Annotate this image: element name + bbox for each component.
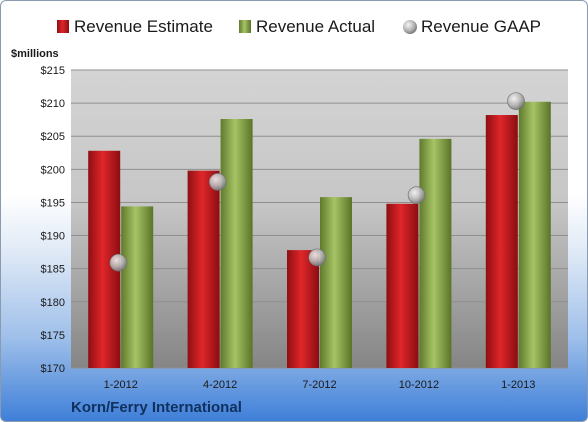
- bars: [88, 101, 551, 368]
- legend-label-estimate: Revenue Estimate: [74, 17, 213, 36]
- legend-swatch-actual: [239, 20, 251, 33]
- y-tick-label: $185: [41, 264, 65, 276]
- bar-revenue-estimate: [287, 250, 319, 368]
- x-axis-ticks: 1-2012 4-2012 7-2012 10-2012 1-2013: [104, 379, 536, 391]
- bar-revenue-estimate: [386, 203, 419, 368]
- legend-item-gaap: Revenue GAAP: [403, 17, 541, 36]
- y-tick-label: $200: [41, 164, 65, 176]
- legend-item-actual: Revenue Actual: [239, 17, 375, 36]
- x-tick-label: 10-2012: [399, 379, 439, 391]
- x-tick-label: 1-2012: [104, 379, 138, 391]
- legend-swatch-estimate: [57, 20, 69, 33]
- legend-label-actual: Revenue Actual: [256, 17, 375, 36]
- legend-marker-gaap: [403, 20, 417, 34]
- company-name: Korn/Ferry International: [71, 399, 242, 416]
- legend-item-estimate: Revenue Estimate: [57, 17, 213, 36]
- bar-revenue-estimate: [485, 115, 518, 368]
- plot-area: [71, 70, 568, 368]
- y-tick-label: $170: [41, 363, 65, 375]
- y-tick-label: $190: [41, 231, 65, 243]
- legend-label-gaap: Revenue GAAP: [421, 17, 541, 36]
- x-tick-label: 7-2012: [302, 379, 336, 391]
- marker-revenue-gaap: [507, 92, 525, 110]
- y-tick-label: $205: [41, 131, 65, 143]
- y-tick-label: $215: [41, 65, 65, 77]
- gridlines: [71, 69, 568, 369]
- bar-revenue-actual: [419, 138, 452, 368]
- y-tick-label: $210: [41, 98, 65, 110]
- bar-revenue-estimate: [187, 170, 220, 368]
- y-tick-label: $195: [41, 197, 65, 209]
- marker-revenue-gaap: [407, 186, 426, 204]
- bar-revenue-actual: [320, 197, 352, 368]
- y-tick-label: $175: [41, 330, 65, 342]
- y-axis-unit-label: $millions: [11, 48, 59, 60]
- marker-revenue-gaap: [208, 173, 227, 191]
- x-tick-label: 4-2012: [203, 379, 237, 391]
- y-tick-label: $180: [41, 297, 65, 309]
- bar-revenue-actual: [220, 119, 253, 368]
- marker-revenue-gaap: [109, 253, 128, 272]
- gaap-markers: [109, 92, 525, 272]
- x-tick-label: 1-2013: [501, 379, 535, 391]
- legend: Revenue Estimate Revenue Actual Revenue …: [57, 17, 541, 36]
- y-axis-ticks: $170 $175 $180 $185 $190 $195 $200 $205 $210 $215: [41, 65, 65, 375]
- bar-revenue-actual: [518, 101, 551, 368]
- bar-revenue-actual: [121, 206, 154, 368]
- marker-revenue-gaap: [308, 248, 326, 267]
